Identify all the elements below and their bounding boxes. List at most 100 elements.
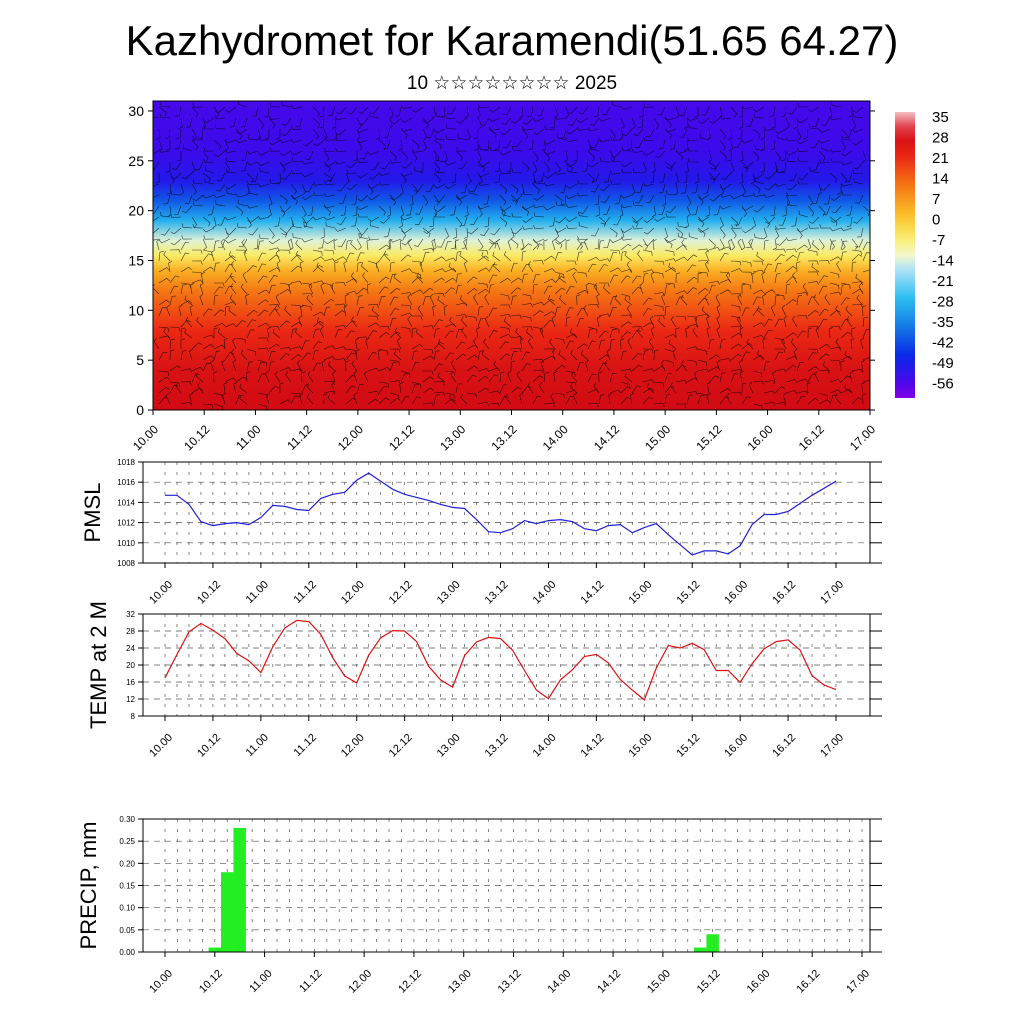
wind-barb [343, 304, 348, 317]
wind-barb [192, 201, 204, 207]
wind-barb [480, 117, 490, 126]
wind-barb [591, 172, 600, 182]
wind-barb [422, 376, 434, 383]
wind-barbs [153, 101, 870, 410]
wind-barb [697, 288, 709, 295]
wind-barb [730, 216, 739, 227]
wind-barb [565, 307, 574, 317]
wind-barb [626, 139, 633, 150]
heatmap-ytick-label: 10 [128, 302, 144, 318]
wind-barb [400, 254, 412, 262]
wind-barb [853, 178, 864, 185]
wind-barb [576, 238, 583, 250]
wind-barb [175, 382, 182, 394]
wind-barb [362, 272, 369, 284]
wind-barb [290, 265, 302, 273]
wind-barb [621, 161, 633, 168]
wind-barb [225, 157, 237, 163]
wind-barb [742, 161, 754, 169]
heatmap-xtick-label: 12.00 [335, 422, 366, 453]
wind-barb [627, 337, 633, 350]
wind-barb [353, 151, 358, 162]
wind-barb [159, 148, 171, 153]
wind-barb [809, 124, 820, 130]
wind-barb [401, 238, 413, 246]
wind-barb [642, 379, 655, 384]
wind-barb [246, 204, 259, 209]
wind-barb [829, 216, 838, 227]
wind-barb [845, 305, 853, 317]
wind-barb [189, 348, 193, 361]
wind-barb [447, 106, 457, 115]
wind-barb [821, 117, 831, 126]
wind-barb [855, 194, 864, 204]
wind-barb [368, 172, 380, 180]
wind-barb [290, 392, 302, 398]
wind-barb [221, 359, 226, 372]
wind-barb [828, 106, 833, 119]
wind-barb [460, 183, 468, 194]
wind-barb [331, 381, 336, 394]
wind-barb [319, 106, 325, 118]
wind-barb [202, 403, 214, 409]
wind-barb [543, 402, 555, 407]
wind-barb [519, 392, 524, 405]
wind-barb [645, 128, 655, 138]
wind-barb [165, 392, 171, 405]
wind-barb [257, 150, 270, 156]
wind-barb [719, 289, 732, 295]
wind-barb [807, 327, 813, 339]
colorbar-label: -14 [932, 253, 954, 270]
wind-barb [841, 135, 853, 141]
wind-barb [306, 382, 314, 394]
wind-barb [455, 239, 460, 251]
wind-barb [281, 128, 292, 137]
wind-barb [774, 161, 779, 174]
wind-barb [499, 333, 512, 339]
wind-barb [774, 294, 780, 306]
wind-barb [846, 316, 853, 328]
wind-barb [356, 139, 363, 151]
wind-barb [444, 392, 455, 399]
wind-barb [721, 172, 732, 181]
wind-barb [224, 305, 230, 317]
wind-barb [224, 216, 237, 221]
wind-barb [694, 172, 699, 184]
wind-barb [733, 139, 743, 149]
wind-barb [191, 216, 198, 228]
wind-barb [532, 395, 542, 405]
wind-barb [598, 394, 605, 405]
wind-barb [316, 317, 325, 328]
wind-barb [360, 150, 369, 160]
wind-barb [163, 250, 171, 262]
wind-barb [477, 205, 483, 218]
wind-barb [656, 106, 666, 116]
wind-barb [840, 139, 846, 151]
wind-barb [356, 287, 368, 295]
precip-xtick-label: 10.12 [197, 968, 225, 996]
wind-barb [666, 205, 677, 214]
wind-barb [433, 194, 440, 206]
wind-barb [697, 359, 708, 367]
wind-barb [156, 128, 161, 140]
wind-barb [587, 282, 597, 290]
wind-barb [268, 275, 278, 284]
wind-barb [775, 128, 787, 134]
wind-barb [412, 148, 424, 153]
wind-barb [818, 318, 828, 328]
wind-barb [455, 216, 463, 228]
wind-barb [312, 128, 319, 140]
wind-barb [629, 393, 634, 405]
wind-barb [742, 227, 754, 234]
wind-barb [818, 285, 828, 295]
heatmap-xtick-label: 11.12 [284, 422, 315, 453]
wind-barb [566, 260, 577, 265]
wind-barb [559, 295, 567, 306]
wind-barb [191, 139, 199, 151]
wind-barb [290, 216, 295, 229]
wind-barb [224, 285, 234, 295]
wind-barb [567, 167, 578, 174]
wind-barb [710, 172, 721, 181]
wind-barb [268, 343, 280, 350]
wind-barb [741, 193, 754, 198]
